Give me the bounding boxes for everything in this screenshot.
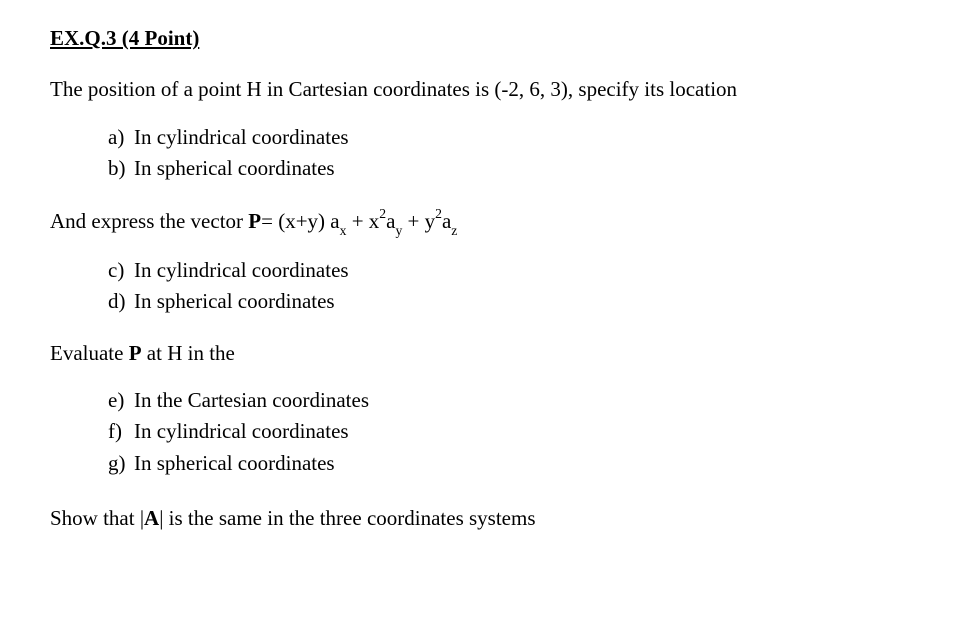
eval-suffix: at H in the xyxy=(142,341,235,365)
vec-prefix: And express the vector xyxy=(50,209,248,233)
eval-P: P xyxy=(129,341,142,365)
item-c: c) In cylindrical coordinates xyxy=(108,256,922,285)
text-f: In cylindrical coordinates xyxy=(134,419,349,443)
vec-suby: y xyxy=(395,223,402,238)
marker-f: f) xyxy=(108,417,122,446)
vec-sup2a: 2 xyxy=(379,206,386,221)
marker-g: g) xyxy=(108,449,126,478)
text-d: In spherical coordinates xyxy=(134,289,335,313)
marker-d: d) xyxy=(108,287,126,316)
evaluate-paragraph: Evaluate P at H in the xyxy=(50,339,922,368)
text-b: In spherical coordinates xyxy=(134,156,335,180)
marker-e: e) xyxy=(108,386,124,415)
show-that-paragraph: Show that |A| is the same in the three c… xyxy=(50,504,922,533)
text-a: In cylindrical coordinates xyxy=(134,125,349,149)
marker-a: a) xyxy=(108,123,124,152)
text-g: In spherical coordinates xyxy=(134,451,335,475)
item-d: d) In spherical coordinates xyxy=(108,287,922,316)
marker-b: b) xyxy=(108,154,126,183)
vec-subx: x xyxy=(340,223,347,238)
intro-paragraph: The position of a point H in Cartesian c… xyxy=(50,75,922,104)
item-f: f) In cylindrical coordinates xyxy=(108,417,922,446)
item-e: e) In the Cartesian coordinates xyxy=(108,386,922,415)
marker-c: c) xyxy=(108,256,124,285)
show-A: A xyxy=(144,506,159,530)
vector-definition: And express the vector P= (x+y) ax + x2a… xyxy=(50,206,922,238)
vec-subz: z xyxy=(451,223,457,238)
list-ab: a) In cylindrical coordinates b) In sphe… xyxy=(50,123,922,184)
text-c: In cylindrical coordinates xyxy=(134,258,349,282)
list-efg: e) In the Cartesian coordinates f) In cy… xyxy=(50,386,922,478)
vec-az: a xyxy=(442,209,451,233)
vec-eq: = (x+y) a xyxy=(261,209,340,233)
item-g: g) In spherical coordinates xyxy=(108,449,922,478)
show-prefix: Show that | xyxy=(50,506,144,530)
list-cd: c) In cylindrical coordinates d) In sphe… xyxy=(50,256,922,317)
vec-plus1: + x xyxy=(346,209,379,233)
eval-prefix: Evaluate xyxy=(50,341,129,365)
question-heading: EX.Q.3 (4 Point) xyxy=(50,24,922,53)
item-b: b) In spherical coordinates xyxy=(108,154,922,183)
show-suffix: | is the same in the three coordinates s… xyxy=(159,506,535,530)
vec-sup2b: 2 xyxy=(435,206,442,221)
item-a: a) In cylindrical coordinates xyxy=(108,123,922,152)
vec-plus2: + y xyxy=(402,209,435,233)
text-e: In the Cartesian coordinates xyxy=(134,388,369,412)
vec-P: P xyxy=(248,209,261,233)
